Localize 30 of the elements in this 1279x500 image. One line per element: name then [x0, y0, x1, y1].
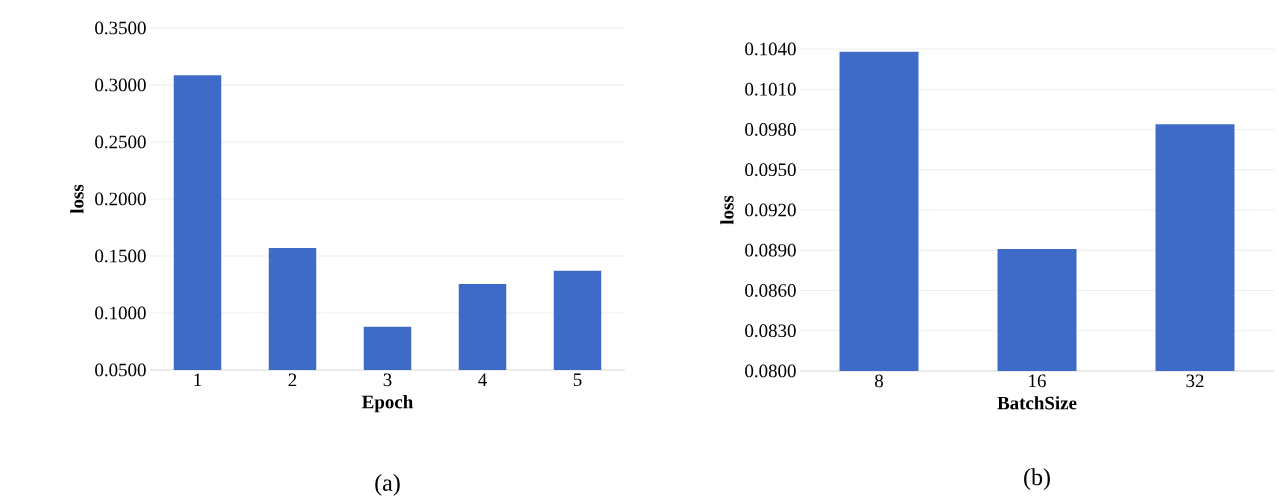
y-tick-label: 0.1010 [745, 82, 796, 96]
y-tick-label: 0.0800 [745, 364, 796, 378]
x-tick-label: 5 [573, 373, 582, 387]
y-tick-label: 0.1500 [95, 249, 146, 263]
text: (b) [1024, 468, 1050, 491]
y-tick-label: 0.0890 [745, 243, 796, 257]
x-tick-label: 3 [383, 373, 392, 387]
y-tick-label: 0.3000 [95, 78, 146, 92]
x-tick-label: 16 [1029, 374, 1046, 388]
x-tick-label: 2 [288, 373, 297, 387]
y-tick-label: 0.0830 [745, 324, 796, 338]
y-tick-label: 0.0500 [95, 363, 146, 377]
y-axis-title: loss [70, 184, 84, 214]
y-tick-label: 0.0860 [745, 284, 796, 297]
text: (a) [375, 474, 400, 496]
y-tick-label: 0.2000 [95, 192, 146, 206]
y-tick-label: 0.1000 [95, 306, 146, 320]
y-axis-title: loss [720, 195, 734, 225]
x-tick-label: 32 [1186, 374, 1204, 388]
y-tick-label: 0.1040 [745, 42, 796, 56]
y-tick-label: 0.0920 [745, 203, 796, 217]
x-axis-title: Epoch [362, 395, 413, 413]
y-tick-label: 0.2500 [95, 135, 146, 149]
x-tick-label: 1 [194, 373, 202, 387]
y-tick-label: 0.0950 [745, 163, 796, 177]
x-axis-title: BatchSize [997, 396, 1077, 410]
x-tick-label: 4 [478, 373, 487, 386]
x-tick-label: 8 [875, 374, 884, 388]
y-tick-label: 0.3500 [95, 21, 146, 35]
y-tick-label: 0.0980 [745, 123, 796, 136]
